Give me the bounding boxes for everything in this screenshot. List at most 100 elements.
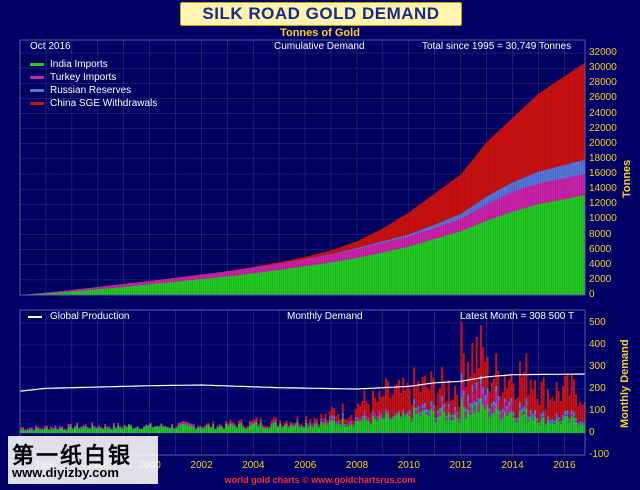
monthly-bar-3 xyxy=(296,416,299,420)
monthly-bar-0 xyxy=(130,425,133,433)
monthly-bar-3 xyxy=(575,394,578,418)
monthly-bar-0 xyxy=(434,422,437,433)
monthly-bar-1 xyxy=(238,421,241,424)
monthly-bar-3 xyxy=(305,415,308,420)
monthly-bar-3 xyxy=(534,380,536,410)
monthly-bar-1 xyxy=(175,426,178,428)
top-y-axis-title: Tonnes xyxy=(621,159,633,198)
monthly-bar-0 xyxy=(112,425,115,433)
monthly-bar-0 xyxy=(151,427,154,433)
monthly-bar-3 xyxy=(322,418,325,422)
monthly-bar-0 xyxy=(166,427,169,433)
monthly-bar-0 xyxy=(175,427,178,433)
monthly-bar-0 xyxy=(309,424,312,433)
monthly-bar-1 xyxy=(419,414,422,417)
monthly-bar-3 xyxy=(441,366,444,397)
monthly-bar-1 xyxy=(143,426,146,428)
monthly-bar-2 xyxy=(572,412,575,417)
monthly-bar-1 xyxy=(505,409,508,416)
chart-title: SILK ROAD GOLD DEMAND xyxy=(202,4,440,23)
monthly-bar-1 xyxy=(125,426,128,428)
monthly-bar-1 xyxy=(132,428,135,429)
monthly-bar-0 xyxy=(89,429,92,433)
monthly-bar-3 xyxy=(536,399,539,419)
monthly-bar-1 xyxy=(86,427,89,429)
monthly-bar-0 xyxy=(220,426,223,433)
monthly-bar-0 xyxy=(419,416,422,433)
monthly-bar-2 xyxy=(475,381,478,390)
legend-item-turkey: Turkey Imports xyxy=(30,71,157,84)
monthly-bar-3 xyxy=(376,401,379,417)
chart-title-box: SILK ROAD GOLD DEMAND xyxy=(180,2,462,26)
monthly-bar-1 xyxy=(130,424,133,426)
monthly-bar-3 xyxy=(341,403,344,414)
monthly-bar-0 xyxy=(307,427,310,433)
monthly-bar-1 xyxy=(356,418,359,421)
monthly-bar-3 xyxy=(419,391,422,412)
monthly-bar-2 xyxy=(495,385,498,393)
monthly-bar-2 xyxy=(374,414,377,416)
monthly-bar-2 xyxy=(393,413,396,415)
global-production-line xyxy=(19,373,586,392)
monthly-bar-0 xyxy=(26,430,29,433)
monthly-bar-0 xyxy=(164,426,167,433)
monthly-bar-0 xyxy=(343,426,346,433)
monthly-bar-1 xyxy=(415,411,418,414)
monthly-bar-3 xyxy=(324,414,327,419)
monthly-bar-1 xyxy=(188,422,191,426)
bottom-panel-frame xyxy=(19,309,586,456)
top-y-tick: 2000 xyxy=(589,273,612,285)
monthly-bar-0 xyxy=(374,418,377,433)
top-y-tick: 10000 xyxy=(589,213,617,225)
x-tick: 2008 xyxy=(345,460,369,471)
monthly-bar-1 xyxy=(214,428,217,430)
monthly-bar-2 xyxy=(436,410,439,414)
monthly-bar-1 xyxy=(369,422,372,425)
monthly-bar-0 xyxy=(486,404,489,433)
monthly-bar-2 xyxy=(464,408,467,413)
monthly-bar-0 xyxy=(140,429,143,433)
monthly-bar-2 xyxy=(326,422,329,424)
monthly-bar-3 xyxy=(508,379,511,402)
monthly-bar-1 xyxy=(324,419,327,422)
monthly-bar-1 xyxy=(486,393,489,405)
monthly-bar-3 xyxy=(503,375,506,399)
monthly-bar-0 xyxy=(279,423,282,433)
monthly-bar-1 xyxy=(497,400,500,410)
monthly-bar-3 xyxy=(335,415,338,422)
monthly-bar-1 xyxy=(164,426,167,427)
monthly-bar-1 xyxy=(458,420,461,423)
monthly-bar-0 xyxy=(272,422,275,433)
monthly-bar-2 xyxy=(320,418,323,420)
monthly-bar-0 xyxy=(119,427,122,433)
monthly-bar-1 xyxy=(166,427,169,428)
monthly-bar-1 xyxy=(289,423,292,426)
production-legend-swatch xyxy=(28,315,42,318)
monthly-bar-0 xyxy=(389,419,392,433)
monthly-bar-1 xyxy=(391,417,394,419)
monthly-bar-0 xyxy=(480,397,482,433)
monthly-bar-0 xyxy=(212,423,215,433)
monthly-bar-1 xyxy=(451,416,454,420)
monthly-bar-0 xyxy=(32,430,35,433)
monthly-bar-3 xyxy=(279,420,282,423)
monthly-bar-1 xyxy=(438,411,441,416)
monthly-bar-3 xyxy=(348,417,351,423)
monthly-bar-0 xyxy=(248,424,251,433)
monthly-bar-1 xyxy=(529,414,532,417)
monthly-bar-3 xyxy=(382,395,385,418)
monthly-bar-2 xyxy=(356,417,359,419)
monthly-bar-0 xyxy=(501,417,504,433)
monthly-bar-1 xyxy=(203,426,206,428)
top-panel-title: Cumulative Demand xyxy=(274,41,365,52)
monthly-bar-1 xyxy=(292,424,295,427)
monthly-bar-0 xyxy=(20,429,22,433)
monthly-bar-2 xyxy=(579,420,582,424)
monthly-bar-2 xyxy=(445,415,448,418)
monthly-bar-1 xyxy=(227,424,230,426)
monthly-bar-1 xyxy=(151,426,154,428)
monthly-bar-2 xyxy=(551,418,554,423)
monthly-bar-2 xyxy=(490,403,493,407)
monthly-bar-2 xyxy=(397,410,400,412)
bottom-y-tick: 300 xyxy=(589,361,606,372)
